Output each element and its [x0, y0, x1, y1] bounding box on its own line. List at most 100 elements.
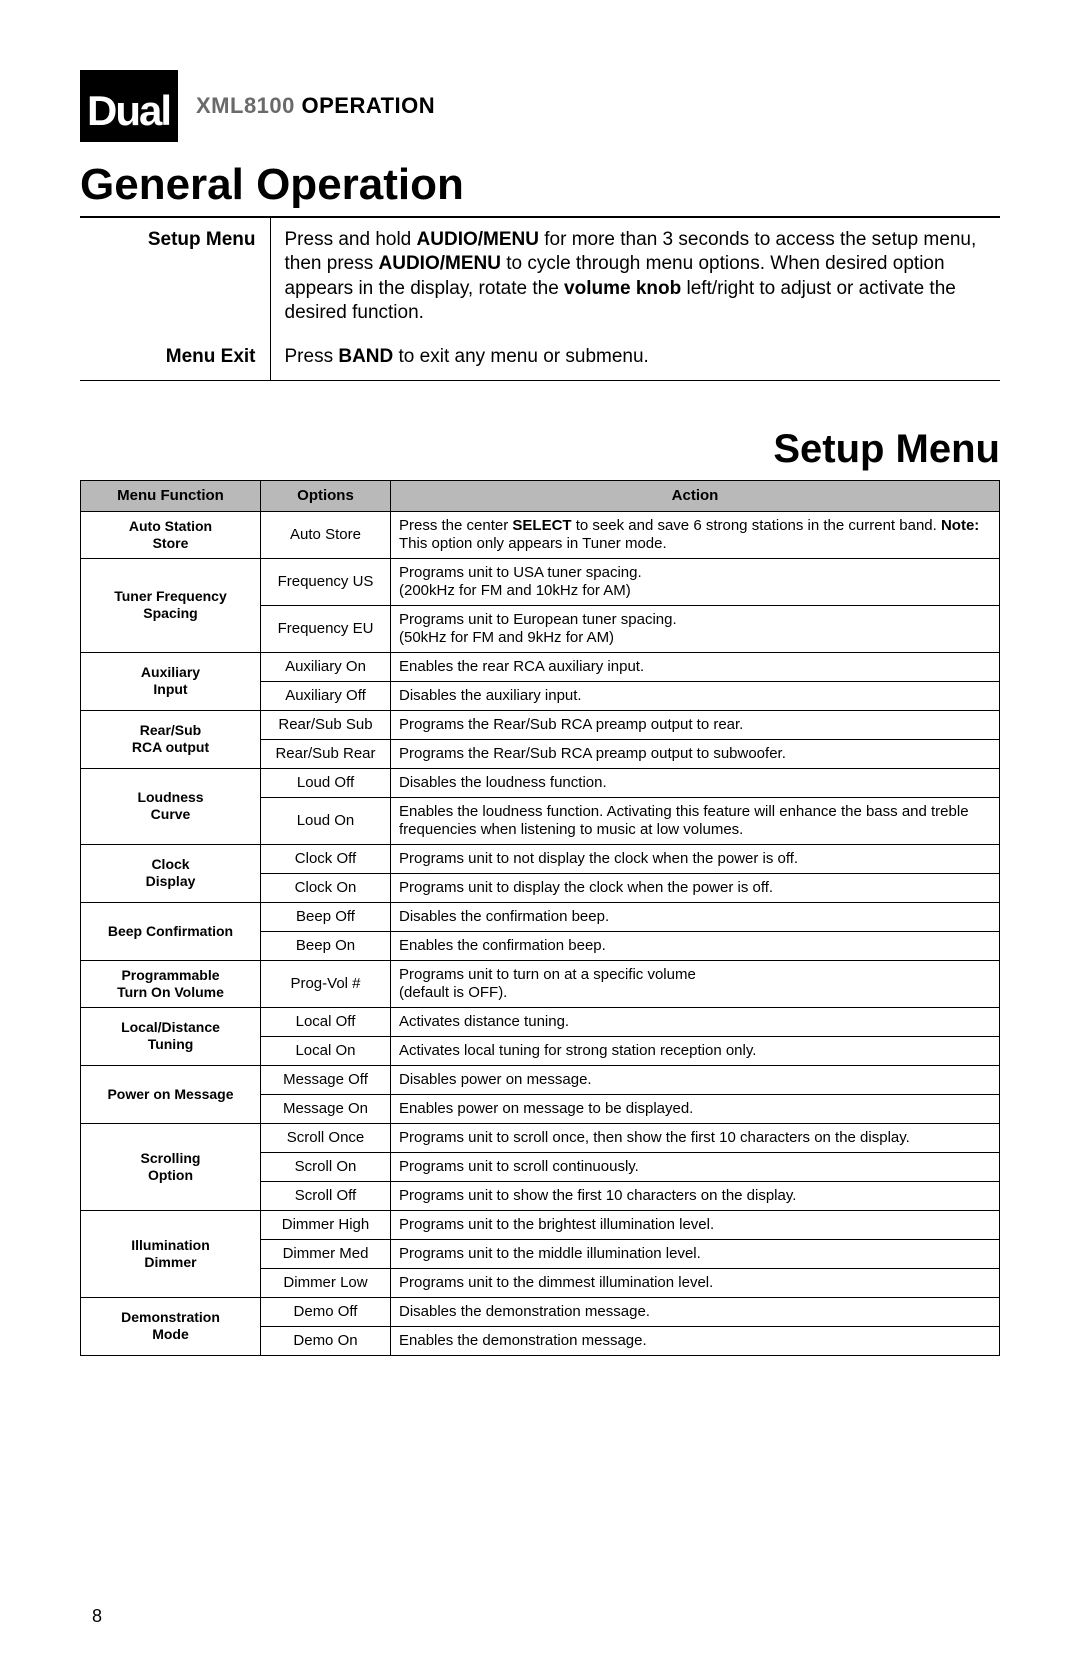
- cell-option: Local Off: [261, 1007, 391, 1036]
- intro-row-text: Press BAND to exit any menu or submenu.: [270, 335, 1000, 379]
- table-row: ClockDisplayClock OffPrograms unit to no…: [81, 844, 1000, 873]
- cell-menu-function: ClockDisplay: [81, 844, 261, 902]
- cell-action: Programs unit to display the clock when …: [391, 873, 1000, 902]
- table-row: IlluminationDimmerDimmer HighPrograms un…: [81, 1210, 1000, 1239]
- table-row: LoudnessCurveLoud OffDisables the loudne…: [81, 768, 1000, 797]
- table-row: AuxiliaryInputAuxiliary OnEnables the re…: [81, 652, 1000, 681]
- cell-option: Auxiliary On: [261, 652, 391, 681]
- cell-action: Disables the demonstration message.: [391, 1297, 1000, 1326]
- cell-action: Disables the loudness function.: [391, 768, 1000, 797]
- cell-action: Enables power on message to be displayed…: [391, 1094, 1000, 1123]
- cell-action: Programs unit to not display the clock w…: [391, 844, 1000, 873]
- cell-menu-function: Tuner FrequencySpacing: [81, 558, 261, 652]
- operation-word: OPERATION: [302, 93, 436, 118]
- cell-action: Enables the confirmation beep.: [391, 931, 1000, 960]
- intro-row-text: Press and hold AUDIO/MENU for more than …: [270, 218, 1000, 335]
- cell-action: Press the center SELECT to seek and save…: [391, 511, 1000, 558]
- cell-option: Clock On: [261, 873, 391, 902]
- table-row: Power on MessageMessage OffDisables powe…: [81, 1065, 1000, 1094]
- col-header-action: Action: [391, 480, 1000, 511]
- cell-action: Enables the demonstration message.: [391, 1326, 1000, 1355]
- cell-option: Auxiliary Off: [261, 681, 391, 710]
- cell-menu-function: Power on Message: [81, 1065, 261, 1123]
- intro-row-label: Setup Menu: [80, 218, 270, 335]
- cell-option: Scroll Off: [261, 1181, 391, 1210]
- section-heading-general-operation: General Operation: [80, 160, 1000, 210]
- cell-option: Loud On: [261, 797, 391, 844]
- table-row: Beep ConfirmationBeep OffDisables the co…: [81, 902, 1000, 931]
- cell-option: Prog-Vol #: [261, 960, 391, 1007]
- cell-menu-function: AuxiliaryInput: [81, 652, 261, 710]
- page-header: Dual ® XML8100 OPERATION: [80, 70, 1000, 142]
- intro-row: Setup MenuPress and hold AUDIO/MENU for …: [80, 218, 1000, 335]
- intro-table: Setup MenuPress and hold AUDIO/MENU for …: [80, 218, 1000, 380]
- cell-option: Dimmer Med: [261, 1239, 391, 1268]
- section-heading-setup-menu: Setup Menu: [80, 427, 1000, 472]
- cell-option: Dimmer Low: [261, 1268, 391, 1297]
- cell-option: Scroll On: [261, 1152, 391, 1181]
- cell-menu-function: DemonstrationMode: [81, 1297, 261, 1355]
- divider: [80, 380, 1000, 381]
- cell-menu-function: LoudnessCurve: [81, 768, 261, 844]
- intro-row: Menu ExitPress BAND to exit any menu or …: [80, 335, 1000, 379]
- cell-action: Enables the loudness function. Activatin…: [391, 797, 1000, 844]
- cell-action: Programs unit to turn on at a specific v…: [391, 960, 1000, 1007]
- cell-action: Programs unit to USA tuner spacing.(200k…: [391, 558, 1000, 605]
- cell-menu-function: IlluminationDimmer: [81, 1210, 261, 1297]
- model-title: XML8100 OPERATION: [196, 93, 435, 119]
- cell-action: Enables the rear RCA auxiliary input.: [391, 652, 1000, 681]
- cell-action: Disables power on message.: [391, 1065, 1000, 1094]
- page-number: 8: [92, 1606, 102, 1627]
- cell-option: Message Off: [261, 1065, 391, 1094]
- cell-option: Demo Off: [261, 1297, 391, 1326]
- col-header-options: Options: [261, 480, 391, 511]
- model-number: XML8100: [196, 93, 295, 118]
- cell-menu-function: Local/DistanceTuning: [81, 1007, 261, 1065]
- cell-option: Dimmer High: [261, 1210, 391, 1239]
- cell-menu-function: Rear/SubRCA output: [81, 710, 261, 768]
- cell-action: Programs unit to the brightest illuminat…: [391, 1210, 1000, 1239]
- cell-menu-function: Beep Confirmation: [81, 902, 261, 960]
- cell-option: Beep On: [261, 931, 391, 960]
- table-row: Rear/SubRCA outputRear/Sub SubPrograms t…: [81, 710, 1000, 739]
- cell-action: Disables the confirmation beep.: [391, 902, 1000, 931]
- cell-option: Clock Off: [261, 844, 391, 873]
- table-row: DemonstrationModeDemo OffDisables the de…: [81, 1297, 1000, 1326]
- cell-action: Disables the auxiliary input.: [391, 681, 1000, 710]
- cell-action: Programs unit to scroll continuously.: [391, 1152, 1000, 1181]
- table-row: Local/DistanceTuningLocal OffActivates d…: [81, 1007, 1000, 1036]
- svg-text:Dual: Dual: [87, 87, 170, 134]
- cell-option: Frequency EU: [261, 605, 391, 652]
- cell-option: Message On: [261, 1094, 391, 1123]
- setup-menu-table: Menu Function Options Action Auto Statio…: [80, 480, 1000, 1356]
- cell-action: Activates local tuning for strong statio…: [391, 1036, 1000, 1065]
- table-row: Tuner FrequencySpacingFrequency USProgra…: [81, 558, 1000, 605]
- intro-row-label: Menu Exit: [80, 335, 270, 379]
- cell-action: Programs unit to show the first 10 chara…: [391, 1181, 1000, 1210]
- table-row: Auto StationStoreAuto StorePress the cen…: [81, 511, 1000, 558]
- dual-logo-icon: Dual ®: [80, 70, 178, 142]
- cell-option: Beep Off: [261, 902, 391, 931]
- cell-option: Scroll Once: [261, 1123, 391, 1152]
- cell-action: Programs unit to the middle illumination…: [391, 1239, 1000, 1268]
- cell-action: Programs unit to the dimmest illuminatio…: [391, 1268, 1000, 1297]
- cell-option: Local On: [261, 1036, 391, 1065]
- cell-action: Programs unit to European tuner spacing.…: [391, 605, 1000, 652]
- cell-option: Loud Off: [261, 768, 391, 797]
- cell-option: Rear/Sub Sub: [261, 710, 391, 739]
- cell-option: Auto Store: [261, 511, 391, 558]
- col-header-function: Menu Function: [81, 480, 261, 511]
- table-row: ScrollingOptionScroll OncePrograms unit …: [81, 1123, 1000, 1152]
- svg-text:®: ®: [171, 76, 178, 87]
- table-row: ProgrammableTurn On VolumeProg-Vol #Prog…: [81, 960, 1000, 1007]
- cell-action: Activates distance tuning.: [391, 1007, 1000, 1036]
- cell-option: Frequency US: [261, 558, 391, 605]
- cell-menu-function: ProgrammableTurn On Volume: [81, 960, 261, 1007]
- cell-action: Programs the Rear/Sub RCA preamp output …: [391, 710, 1000, 739]
- cell-action: Programs unit to scroll once, then show …: [391, 1123, 1000, 1152]
- cell-option: Demo On: [261, 1326, 391, 1355]
- cell-menu-function: ScrollingOption: [81, 1123, 261, 1210]
- cell-action: Programs the Rear/Sub RCA preamp output …: [391, 739, 1000, 768]
- cell-option: Rear/Sub Rear: [261, 739, 391, 768]
- cell-menu-function: Auto StationStore: [81, 511, 261, 558]
